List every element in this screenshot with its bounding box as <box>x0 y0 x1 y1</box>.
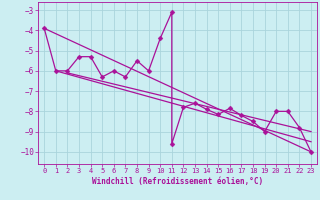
X-axis label: Windchill (Refroidissement éolien,°C): Windchill (Refroidissement éolien,°C) <box>92 177 263 186</box>
